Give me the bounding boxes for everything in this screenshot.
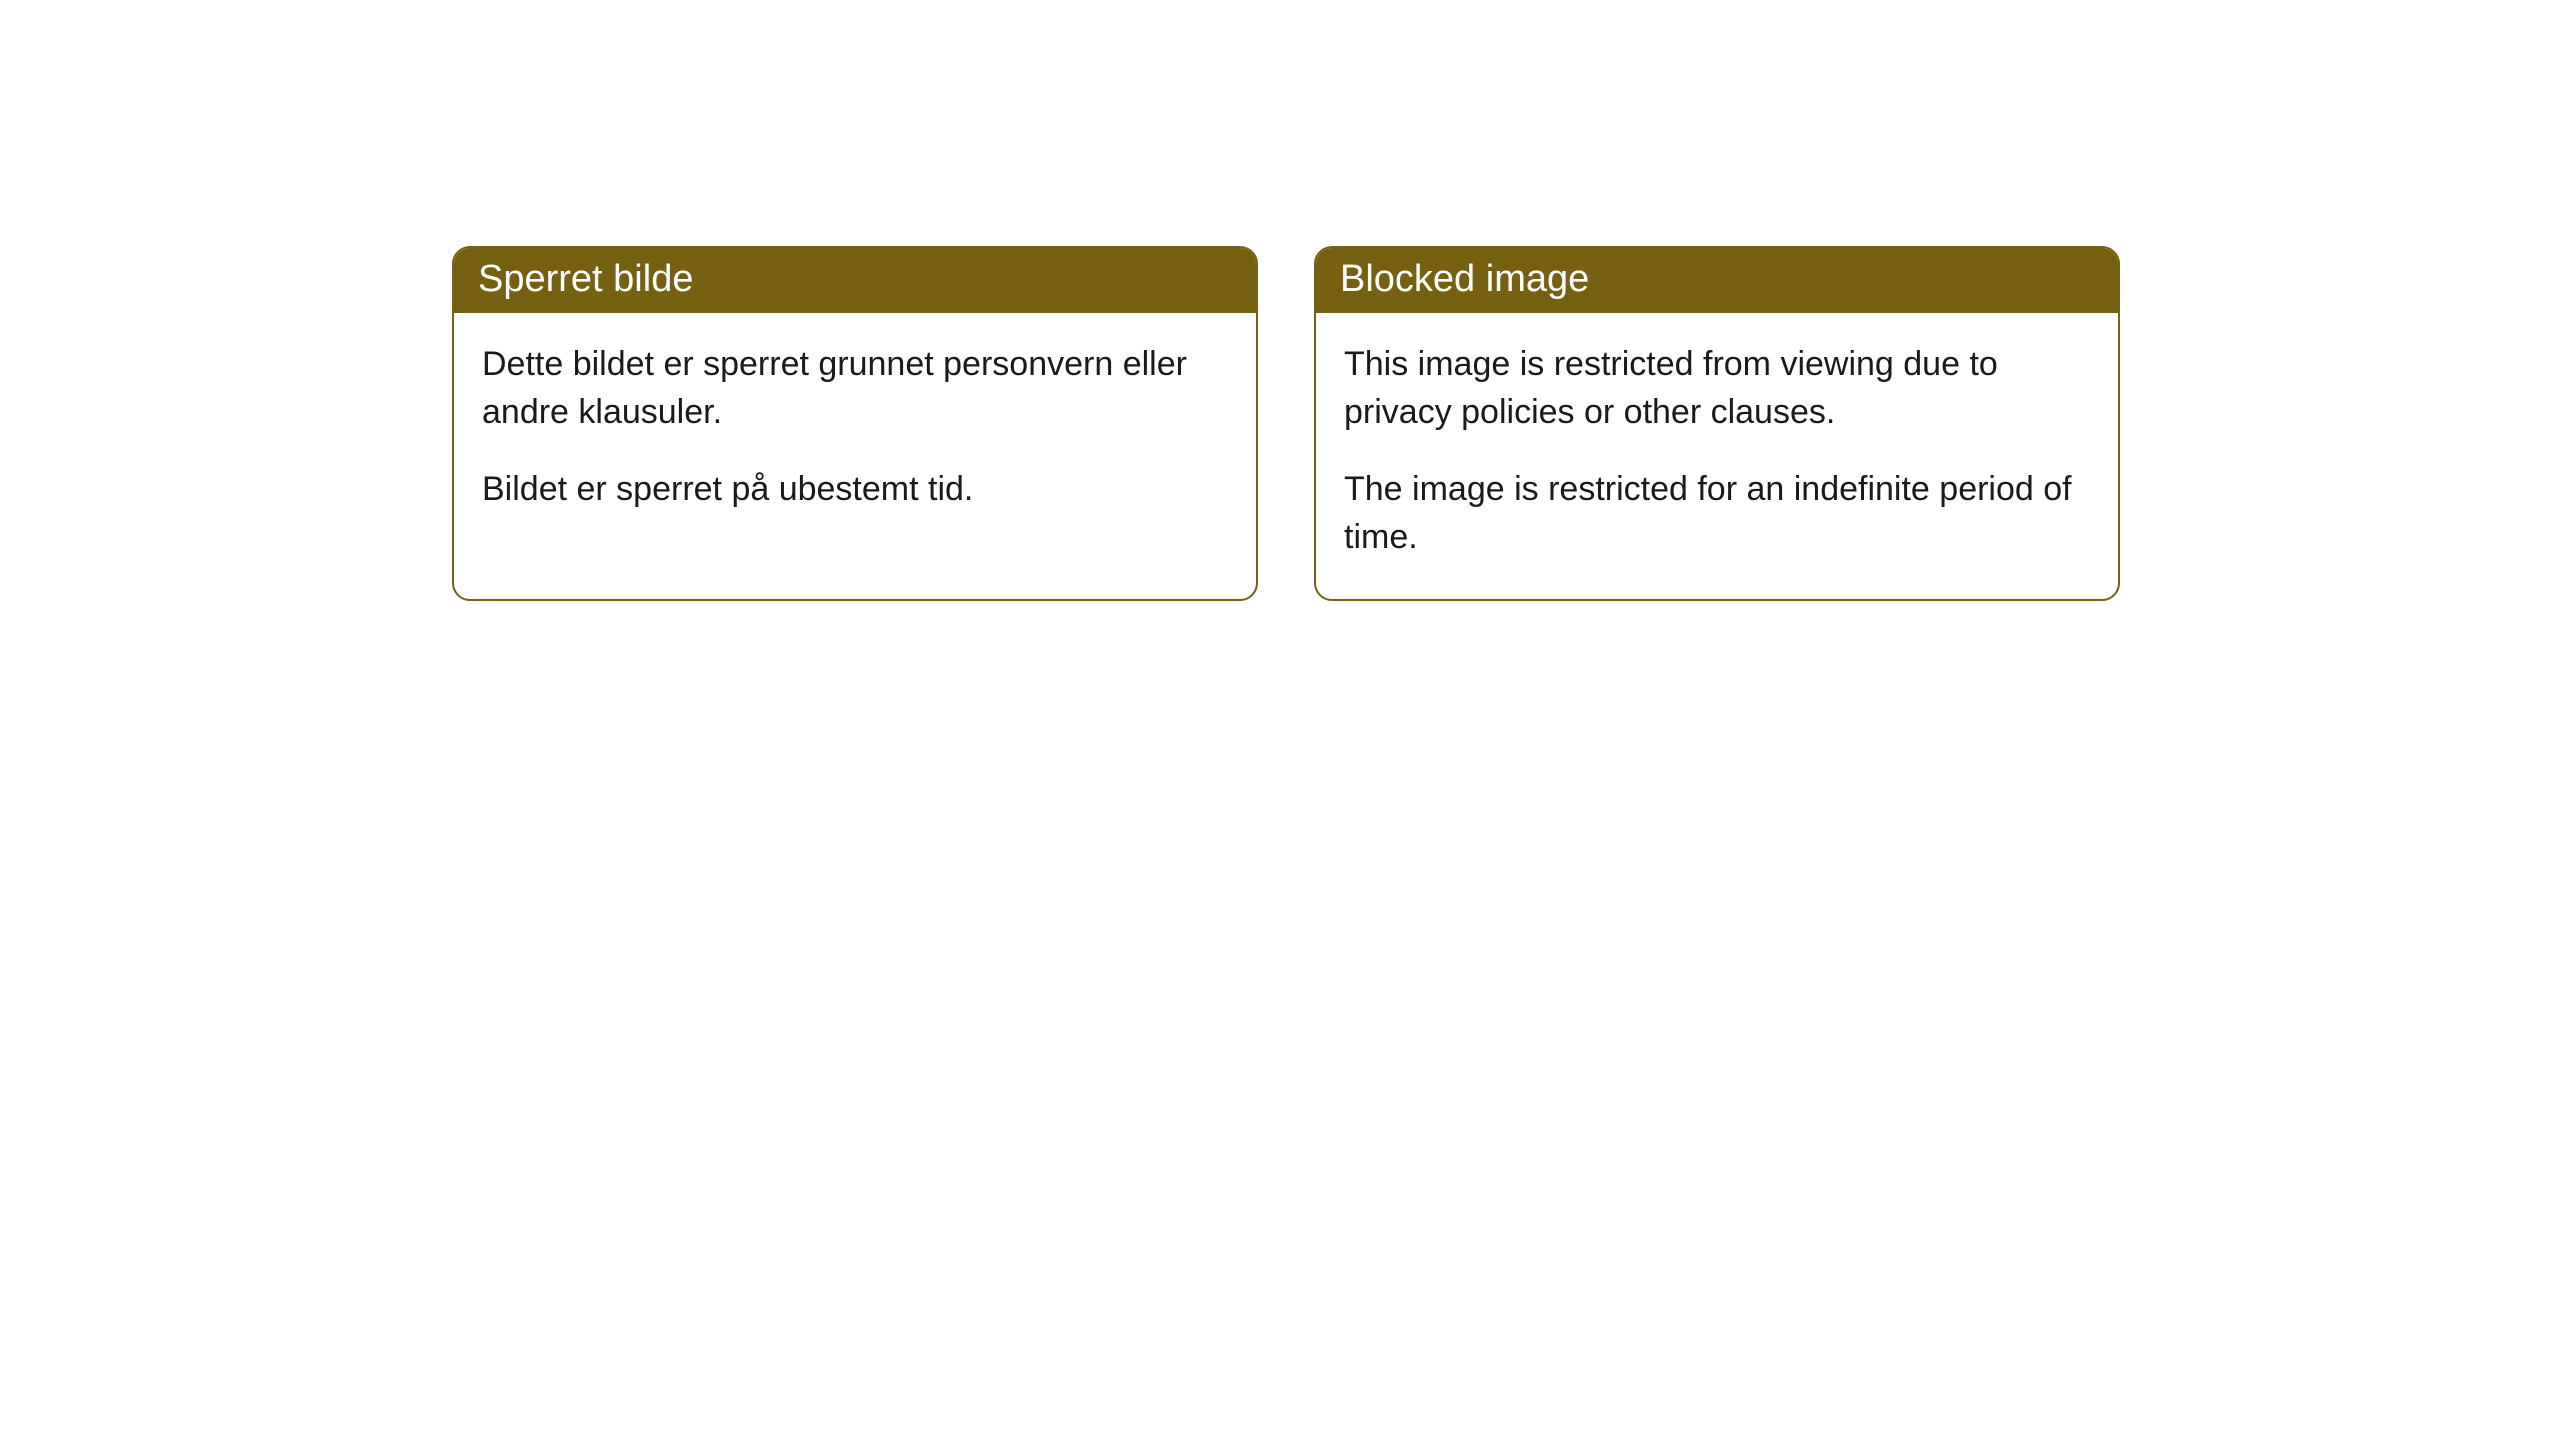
blocked-image-card-norwegian: Sperret bilde Dette bildet er sperret gr… bbox=[452, 246, 1258, 601]
card-body-english: This image is restricted from viewing du… bbox=[1316, 313, 2118, 599]
card-paragraph-2-norwegian: Bildet er sperret på ubestemt tid. bbox=[482, 466, 1228, 514]
card-header-norwegian: Sperret bilde bbox=[454, 248, 1256, 313]
card-paragraph-1-english: This image is restricted from viewing du… bbox=[1344, 341, 2090, 436]
card-paragraph-2-english: The image is restricted for an indefinit… bbox=[1344, 466, 2090, 561]
notice-cards-container: Sperret bilde Dette bildet er sperret gr… bbox=[452, 246, 2120, 601]
blocked-image-card-english: Blocked image This image is restricted f… bbox=[1314, 246, 2120, 601]
card-body-norwegian: Dette bildet er sperret grunnet personve… bbox=[454, 313, 1256, 552]
card-paragraph-1-norwegian: Dette bildet er sperret grunnet personve… bbox=[482, 341, 1228, 436]
card-header-english: Blocked image bbox=[1316, 248, 2118, 313]
